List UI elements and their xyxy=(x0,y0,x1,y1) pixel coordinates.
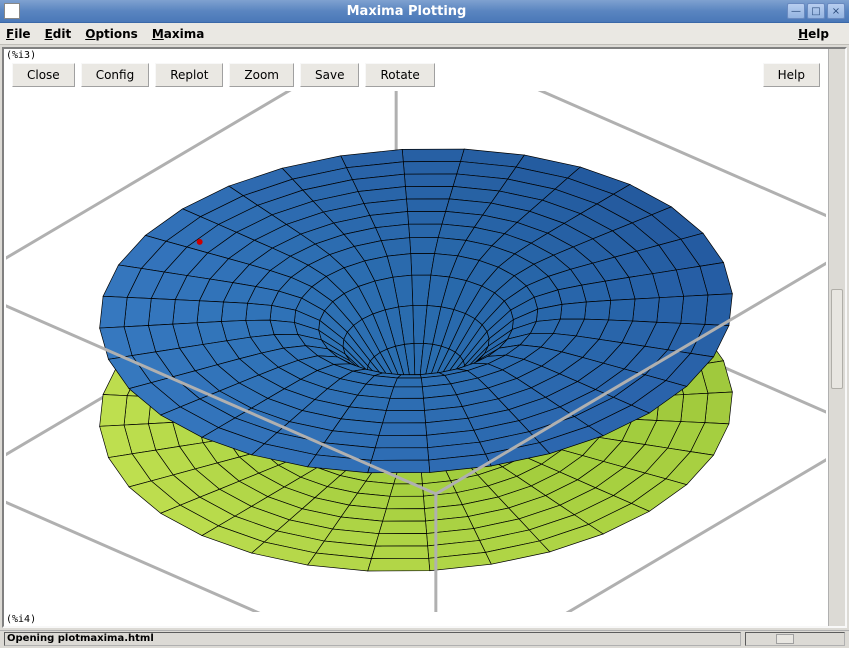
input-prompt-top: (%i3) xyxy=(6,50,36,61)
minimize-button[interactable]: — xyxy=(787,3,805,19)
config-button[interactable]: Config xyxy=(81,63,150,87)
menu-maxima[interactable]: Maxima xyxy=(152,27,205,41)
help-button[interactable]: Help xyxy=(763,63,820,87)
vertical-scrollbar[interactable] xyxy=(828,49,845,626)
input-prompt-bottom: (%i4) xyxy=(6,614,36,625)
content-area: (%i3) Close Config Replot Zoom Save Rota… xyxy=(0,45,849,630)
menu-file[interactable]: File xyxy=(6,27,31,41)
close-window-button[interactable]: × xyxy=(827,3,845,19)
maximize-button[interactable]: □ xyxy=(807,3,825,19)
titlebar: Maxima Plotting — □ × xyxy=(0,0,849,23)
status-slider[interactable] xyxy=(745,632,845,646)
menu-help[interactable]: Help xyxy=(798,27,829,41)
menu-edit[interactable]: Edit xyxy=(45,27,72,41)
scrollbar-thumb[interactable] xyxy=(831,289,843,389)
menu-options[interactable]: Options xyxy=(85,27,138,41)
plot-canvas[interactable] xyxy=(6,91,826,612)
save-button[interactable]: Save xyxy=(300,63,359,87)
window-title: Maxima Plotting xyxy=(26,4,787,19)
plot-toolbar: Close Config Replot Zoom Save Rotate Hel… xyxy=(12,63,820,87)
rotate-button[interactable]: Rotate xyxy=(365,63,434,87)
replot-button[interactable]: Replot xyxy=(155,63,223,87)
statusbar: Opening plotmaxima.html xyxy=(0,630,849,646)
close-button[interactable]: Close xyxy=(12,63,75,87)
slider-thumb[interactable] xyxy=(776,634,794,644)
menubar: File Edit Options Maxima Help xyxy=(0,23,849,45)
zoom-button[interactable]: Zoom xyxy=(229,63,294,87)
window-buttons: — □ × xyxy=(787,3,845,19)
app-icon xyxy=(4,3,20,19)
status-text: Opening plotmaxima.html xyxy=(4,632,741,646)
